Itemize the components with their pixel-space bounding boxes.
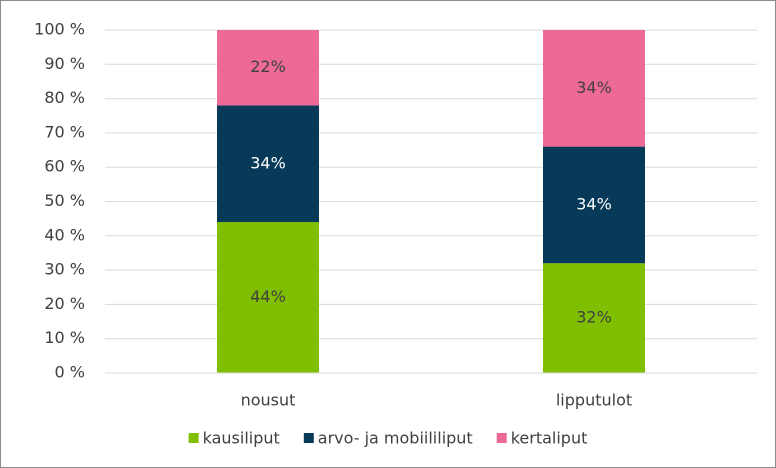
y-tick-label: 100 % [34,20,85,39]
x-tick-label: nousut [241,391,296,410]
legend-swatch [496,433,507,443]
data-label: 34% [576,78,612,97]
bar-segment [543,263,645,373]
legend-swatch [303,433,314,443]
data-label: 32% [576,308,612,327]
x-tick-label: lipputulot [556,391,632,410]
y-tick-label: 40 % [44,225,85,244]
y-tick-label: 80 % [44,88,85,107]
legend-label: kertaliput [511,429,588,448]
y-tick-label: 30 % [44,260,85,279]
legend-swatch [188,433,199,443]
y-tick-label: 50 % [44,191,85,210]
data-label: 44% [250,287,286,306]
bar-segment [217,222,319,373]
y-tick-label: 60 % [44,157,85,176]
bar-segment [543,30,645,147]
y-tick-label: 0 % [55,363,85,382]
bar-segment [543,146,645,264]
y-tick-label: 10 % [44,328,85,347]
y-tick-label: 70 % [44,122,85,141]
legend-label: kausiliput [203,429,280,448]
data-label: 22% [250,57,286,76]
y-tick-label: 20 % [44,294,85,313]
data-label: 34% [250,153,286,172]
bar-segment [217,105,319,223]
y-tick-label: 90 % [44,54,85,73]
data-label: 34% [576,194,612,213]
legend-label: arvo- ja mobiililiput [318,429,473,448]
bar-segment [217,30,319,106]
